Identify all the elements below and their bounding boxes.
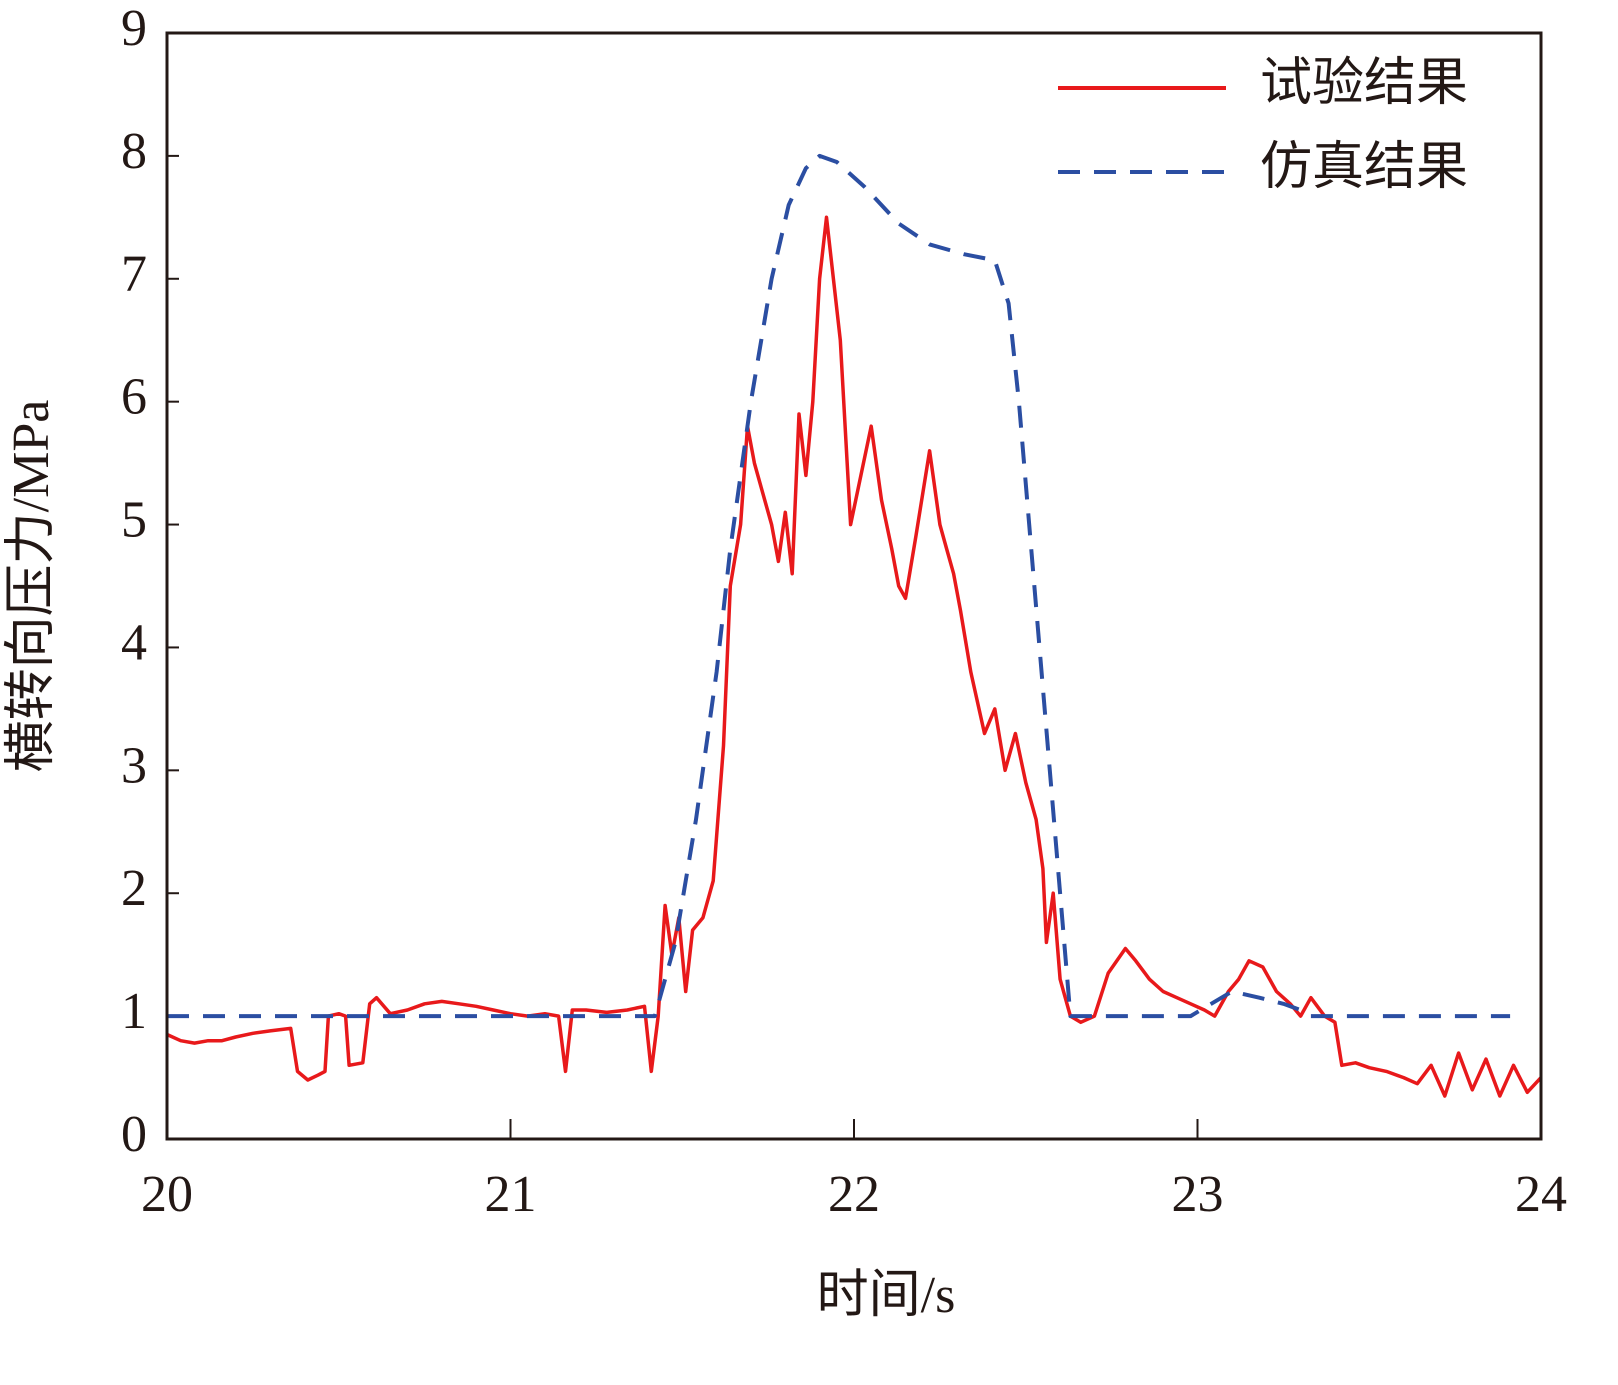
legend-label: 仿真结果 [1260,139,1468,196]
y-tick-label: 3 [121,737,147,794]
y-tick-label: 1 [121,983,147,1040]
y-tick-label: 4 [121,614,147,671]
x-tick-label: 20 [141,1166,193,1223]
plot-frame [165,31,1543,1141]
series-line [166,215,1543,1098]
y-tick-label: 6 [121,369,147,426]
y-tick-label: 0 [121,1106,147,1163]
x-tick-label: 22 [828,1166,880,1223]
x-tick-label: 24 [1515,1166,1567,1223]
y-tick-label: 2 [121,860,147,917]
x-tick-label: 23 [1172,1166,1224,1223]
series-line [167,153,1511,1019]
y-tick-label: 7 [121,246,147,303]
y-tick-label: 8 [121,123,147,180]
legend-label: 试验结果 [1260,55,1468,112]
y-tick-label: 5 [121,491,147,548]
y-tick-label: 9 [121,0,147,57]
x-tick-label: 21 [485,1166,537,1223]
y-axis-label: 横转向压力/MPa [3,400,60,773]
x-axis-label: 时间/s [817,1267,956,1324]
